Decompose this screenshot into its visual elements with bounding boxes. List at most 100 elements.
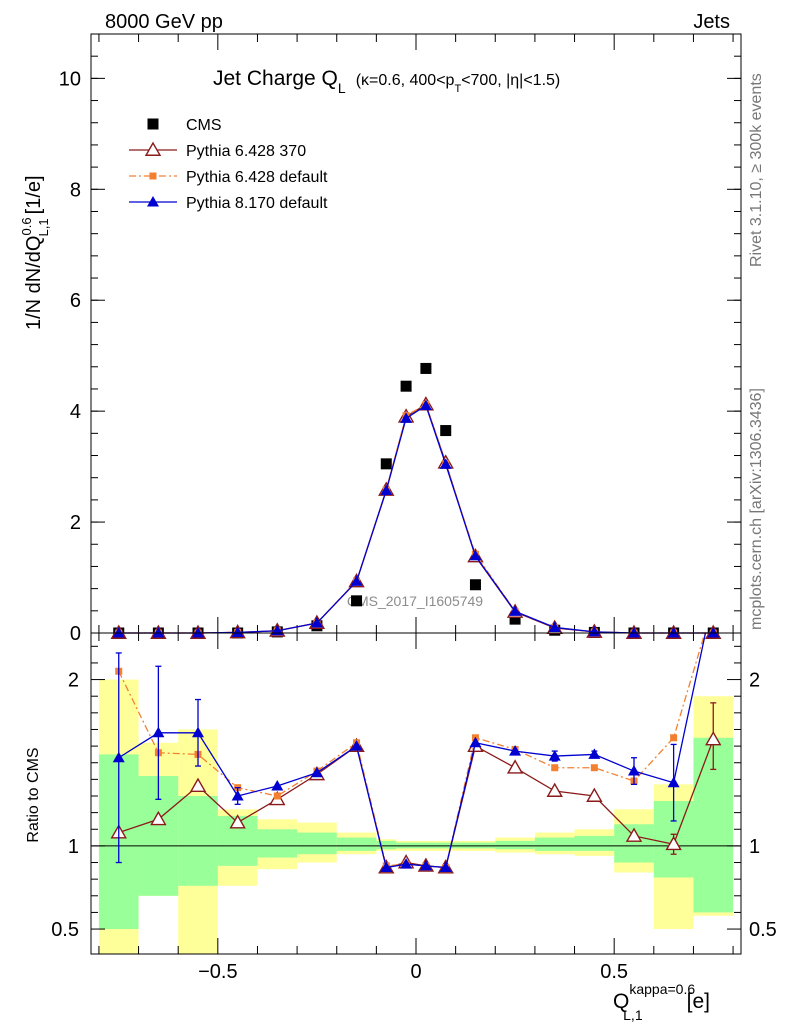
ratio-point bbox=[150, 810, 167, 826]
band-green-bin bbox=[178, 795, 218, 886]
ratio-point bbox=[469, 736, 482, 748]
ratio-point bbox=[546, 782, 563, 797]
legend: CMS Pythia 6.428 370 Pythia 6.428 default P… bbox=[129, 117, 328, 212]
main-title-cuts-post: <700, |η|<1.5) bbox=[461, 72, 560, 89]
ratio-point bbox=[705, 731, 722, 746]
ratio-uncertainty-bands bbox=[98, 679, 734, 954]
data-point bbox=[192, 627, 205, 638]
main-ytick-label: 10 bbox=[59, 68, 81, 90]
main-ytick-label: 0 bbox=[70, 623, 81, 645]
ratio-series-line bbox=[118, 633, 707, 869]
ratio-ytick-label-right: 2 bbox=[749, 670, 760, 692]
data-point bbox=[400, 412, 413, 423]
data-point bbox=[667, 627, 680, 638]
ratio-ytick-label-right: 1 bbox=[749, 836, 760, 858]
main-ytick-label: 8 bbox=[70, 179, 81, 201]
data-point bbox=[231, 626, 244, 637]
ratio-series-pythia-8-170-default bbox=[112, 633, 707, 873]
ratio-point bbox=[670, 734, 678, 742]
xlabel-sup: kappa=0.6 bbox=[629, 981, 695, 997]
data-point bbox=[707, 627, 720, 638]
data-point bbox=[439, 458, 452, 469]
main-title-sub: L bbox=[338, 80, 346, 96]
header-right: Jets bbox=[693, 11, 730, 33]
main-title-cuts: (κ=0.6, 400<p bbox=[356, 72, 455, 89]
data-point bbox=[440, 425, 452, 437]
main-ylabel-main: 1/N dN/dQ bbox=[23, 236, 45, 330]
ratio-point bbox=[400, 858, 413, 869]
data-point bbox=[627, 627, 640, 638]
ratio-point bbox=[551, 764, 559, 772]
main-ytick-label: 2 bbox=[70, 512, 81, 534]
ratio-point bbox=[548, 750, 561, 761]
ratio-frame bbox=[90, 632, 742, 955]
data-point bbox=[152, 627, 165, 638]
legend-marker bbox=[147, 118, 159, 130]
legend-item: CMS bbox=[147, 117, 222, 134]
band-green-bin bbox=[495, 840, 535, 850]
data-point bbox=[548, 621, 561, 632]
ratio-point bbox=[625, 827, 643, 842]
ratio-xtick-label: 0.5 bbox=[600, 961, 628, 983]
legend-label: CMS bbox=[186, 117, 222, 134]
rivet-label: Rivet 3.1.10, ≥ 300k events bbox=[748, 73, 765, 267]
ratio-point bbox=[586, 787, 603, 802]
ratio-point bbox=[506, 759, 524, 774]
ratio-point bbox=[667, 776, 680, 788]
data-point bbox=[509, 613, 521, 625]
legend-item: Pythia 6.428 370 bbox=[129, 141, 306, 160]
data-point bbox=[419, 399, 432, 411]
ratio-series-line bbox=[118, 633, 706, 869]
header-left: 8000 GeV pp bbox=[105, 11, 223, 33]
data-point bbox=[112, 627, 125, 638]
ratio-point bbox=[665, 835, 682, 851]
data-point bbox=[400, 380, 412, 392]
band-green-bin bbox=[336, 837, 377, 851]
ratio-ytick-label-right: 0.5 bbox=[749, 919, 777, 941]
analysis-watermark: CMS_2017_I1605749 bbox=[347, 593, 483, 609]
xlabel-sub: L,1 bbox=[623, 1007, 643, 1023]
xlabel-unit: [e] bbox=[687, 990, 710, 1013]
ratio-point bbox=[590, 764, 598, 772]
data-point bbox=[588, 625, 601, 637]
xlabel-main: Q bbox=[613, 990, 629, 1013]
data-point bbox=[469, 549, 482, 561]
ratio-point bbox=[350, 740, 363, 751]
main-title: Jet Charge QL (κ=0.6, 400<pT<700, |η|<1.5… bbox=[213, 67, 560, 96]
data-point bbox=[380, 458, 392, 470]
band-green-bin bbox=[257, 829, 298, 858]
main-title-cuts-sub: T bbox=[454, 83, 461, 95]
ratio-series-line bbox=[118, 739, 714, 869]
ratio-xtick-label: −0.5 bbox=[198, 961, 237, 983]
main-ylabel-sub: L,1 bbox=[36, 218, 51, 236]
ratio-point bbox=[588, 748, 601, 759]
data-point bbox=[351, 595, 363, 607]
main-title-main: Jet Charge Q bbox=[213, 67, 338, 90]
band-green-bin bbox=[534, 837, 575, 851]
legend-marker bbox=[144, 141, 162, 156]
band-green-bin bbox=[297, 832, 337, 855]
ratio-ytick-label: 1 bbox=[68, 836, 79, 858]
ratio-ylabel: Ratio to CMS bbox=[25, 747, 42, 842]
legend-item: Pythia 8.170 default bbox=[129, 195, 328, 212]
data-point bbox=[469, 579, 481, 591]
ratio-ytick-label: 2 bbox=[68, 670, 79, 692]
ratio-point bbox=[273, 792, 281, 800]
ratio-point bbox=[192, 726, 205, 738]
data-point bbox=[509, 605, 522, 616]
legend-marker bbox=[149, 172, 157, 180]
ratio-point bbox=[380, 861, 393, 873]
ratio-point bbox=[112, 751, 125, 763]
band-green-bin bbox=[376, 840, 397, 850]
ratio-point bbox=[509, 745, 522, 756]
main-ylabel-sup: 0.6 bbox=[19, 217, 34, 235]
main-ytick-label: 4 bbox=[70, 401, 81, 423]
band-green-bin bbox=[574, 835, 615, 851]
ratio-point bbox=[229, 814, 246, 829]
ratio-ytick-label: 0.5 bbox=[51, 919, 79, 941]
ratio-point bbox=[152, 726, 165, 738]
data-point bbox=[350, 575, 363, 586]
data-point bbox=[420, 362, 432, 374]
main-ytick-label: 6 bbox=[70, 290, 81, 312]
